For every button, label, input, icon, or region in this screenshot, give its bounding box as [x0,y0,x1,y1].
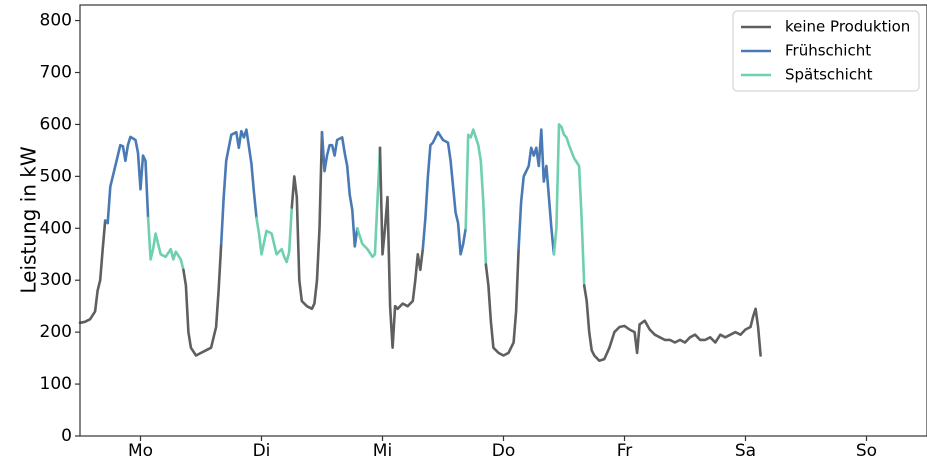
series-line-segment [552,123,586,287]
series-line-segment [356,146,382,259]
series-line-segment [219,128,258,246]
y-tick-label: 600 [40,114,72,134]
series-line-segment [103,135,150,225]
y-tick-label: 300 [40,270,72,290]
y-axis-ticks: 0 100 200 300 400 500 600 700 800 [40,11,80,446]
series-line-segment [484,247,520,357]
x-tick-label: Do [492,441,516,461]
x-tick-label: Mi [373,441,392,461]
series-line-segment [78,219,107,325]
y-tick-label: 100 [40,374,72,394]
series-line-segment [582,284,762,362]
y-tick-label: 800 [40,11,72,31]
x-axis-ticks: Mo Di Mi Do Fr Sa So [128,436,877,461]
x-tick-label: Di [253,441,271,461]
x-tick-label: So [856,441,877,461]
legend-label: keine Produktion [785,18,910,36]
series-line-segment [255,206,294,264]
legend-label: Frühschicht [785,42,871,60]
series-line-segment [517,128,556,256]
series-line-segment [421,130,467,256]
series-line-segment [320,130,359,248]
series-line-segment [290,130,324,311]
legend-box [732,10,920,92]
series-line-segment [146,216,185,272]
legend-items: keine Produktion Frühschicht Spätschicht [741,18,910,84]
x-tick-label: Sa [735,441,756,461]
y-tick-label: 500 [40,166,72,186]
legend-label: Spätschicht [785,66,873,84]
series-line-segment [182,242,223,357]
series-line-segment [464,128,488,266]
y-tick-label: 400 [40,218,72,238]
series-layer [78,123,762,362]
y-tick-label: 700 [40,63,72,83]
y-tick-label: 0 [61,426,72,446]
y-axis-label: Leistung in kW [17,146,41,293]
series-line-segment [378,146,425,349]
x-tick-label: Mo [128,441,153,461]
x-tick-label: Fr [617,441,633,461]
legend: keine Produktion Frühschicht Spätschicht [732,10,920,92]
y-tick-label: 200 [40,322,72,342]
